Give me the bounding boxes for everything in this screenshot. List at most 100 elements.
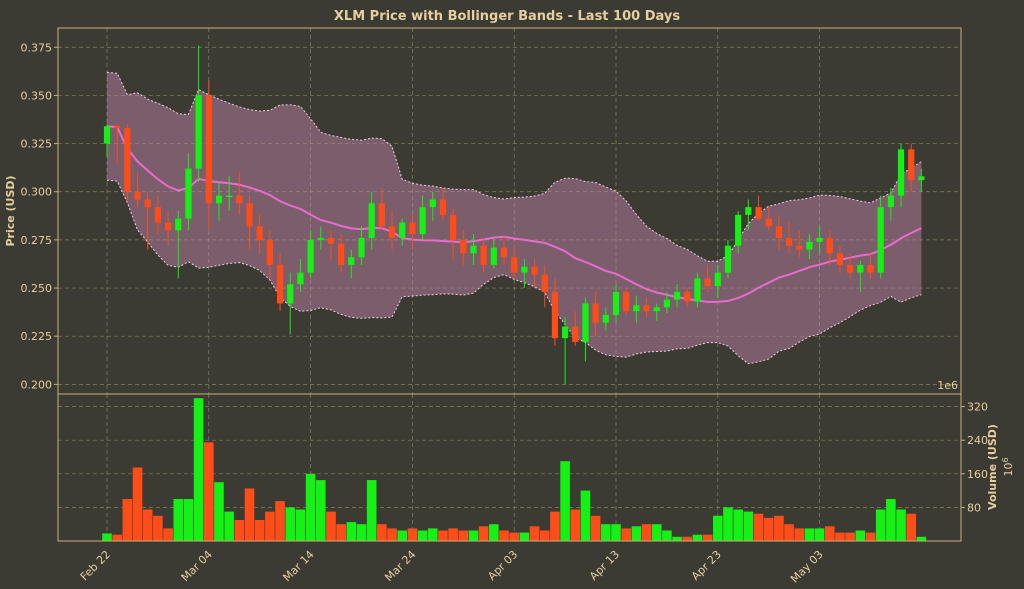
volume-bar [427,528,438,541]
volume-bar [794,528,805,541]
volume-bar [285,507,296,541]
volume-bar [377,524,387,541]
volume-bar [326,511,336,541]
volume-bar [519,532,530,541]
volume-bar [153,515,163,541]
candle-body [592,303,599,323]
y-tick-label: 0.225 [21,330,53,343]
chart-title: XLM Price with Bollinger Bands - Last 10… [334,9,680,24]
candle-body [419,207,426,235]
candle-body [175,218,182,231]
volume-bar [214,482,224,541]
candle-body [562,326,569,339]
candle-body [857,264,864,273]
candle-body [256,226,263,240]
volume-bar [397,530,408,541]
candle-body [877,207,884,273]
volume-bar [662,530,672,541]
candle-body [205,95,212,204]
volume-bar [814,528,825,541]
candle-body [348,257,355,265]
volume-bar [824,526,835,541]
volume-bar [295,509,306,541]
candle-body [785,237,793,246]
volume-bar [875,509,886,541]
volume-bar [356,524,367,541]
candle-body [867,264,874,273]
volume-bar [672,536,682,541]
candle-body [531,266,538,275]
volume-bar [336,524,346,541]
candle-body [317,237,324,240]
price-y-ticks: 0.200 0.225 0.250 0.275 0.300 0.325 0.350 0.375 [21,41,58,391]
candle-body [653,307,660,312]
volume-y-axis-label: Volume (USD) [986,424,999,510]
candle-body [287,284,294,304]
candle-body [826,237,833,254]
volume-bar [102,533,112,541]
candle-body [276,264,284,304]
volume-bar [845,532,855,541]
volume-bar [346,522,357,541]
volume-bar [509,532,519,541]
volume-bar [458,530,469,541]
candle-body [307,239,314,273]
price-y-axis-label: Price (USD) [4,175,17,246]
candle-body [490,247,497,265]
volume-bar [774,515,784,541]
volume-bar [254,520,265,541]
volume-bar [692,534,703,541]
volume-bar [713,515,723,541]
candle-body [735,214,742,246]
candle-body [114,126,121,129]
candle-body [246,203,253,227]
candle-body [765,218,772,227]
candle-body [755,207,762,219]
candle-body [511,257,518,273]
volume-bar [580,490,591,541]
y-tick-label: 0.350 [21,89,53,102]
volume-bar [835,532,845,541]
candle-body [673,291,681,300]
candle-body [470,245,477,254]
volume-exponent-sup: 6 [1001,457,1010,462]
candle-body [704,278,711,287]
y-tick-label: 0.250 [21,282,53,295]
volume-exponent-label: 106 [1001,457,1015,476]
volume-bar [702,534,713,541]
volume-bar [855,530,866,541]
candle-body [124,128,131,192]
bollinger-lower-band [106,179,922,365]
candle-body [195,95,202,169]
volume-bar [916,536,927,541]
candle-body [439,199,447,215]
volume-bar [682,536,693,541]
volume-bar [407,528,418,541]
volume-bar [112,534,122,541]
y-tick-label: 0.300 [21,186,53,199]
volume-bar [448,528,458,541]
candle-body [623,291,630,312]
volume-tick-label: 80 [967,501,981,514]
candle-body [745,207,752,215]
volume-bar [142,509,153,541]
candle-body [663,299,670,308]
volume-bar [560,461,570,541]
volume-bar [804,528,815,541]
volume-bar [204,442,214,541]
volume-bar [275,501,285,541]
volume-bar [651,524,662,541]
candle-body [572,326,579,342]
volume-bar [366,480,377,541]
candle-body [816,237,823,242]
candle-body [480,245,487,265]
candle-body [327,237,335,244]
candle-body [185,168,192,219]
volume-bar [611,524,621,541]
volume-bar [570,509,581,541]
volume-bar [265,511,275,541]
candle-body [612,291,620,316]
candle-body [460,239,467,254]
volume-bar [244,488,255,541]
candle-body [714,272,721,287]
